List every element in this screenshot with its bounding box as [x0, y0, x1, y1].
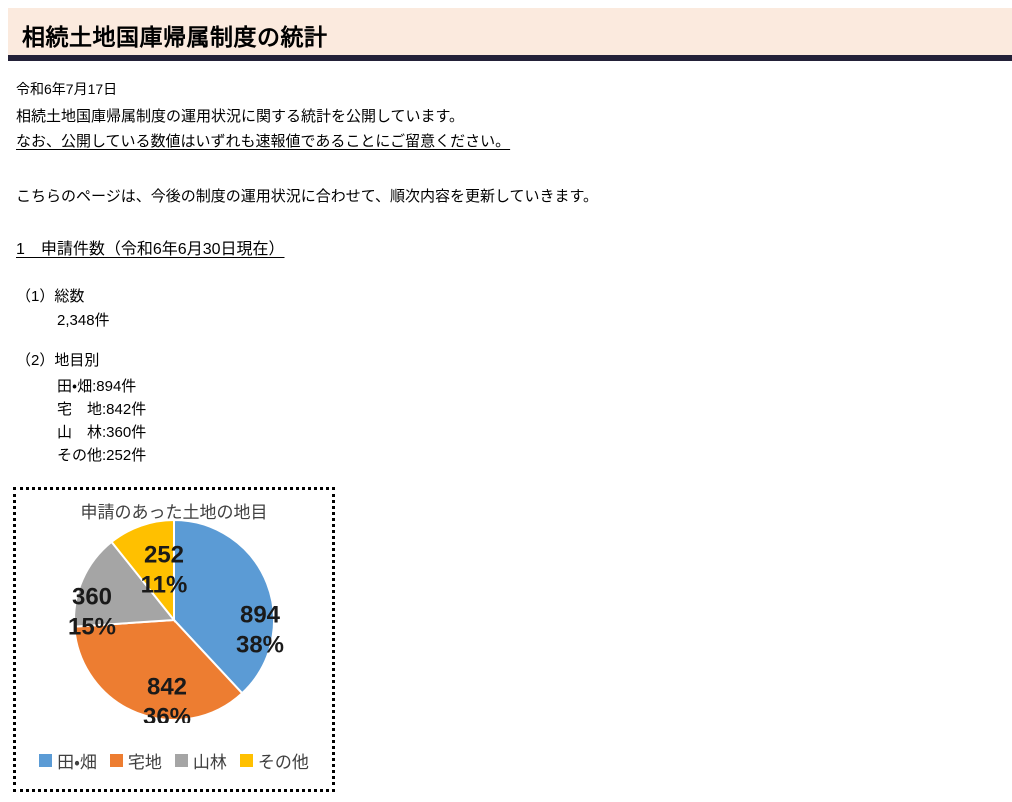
section-heading-applications: 1 申請件数（令和6年6月30日現在） [16, 241, 285, 258]
pie-slice [173, 518, 275, 695]
pie-slice-percent-label: 36% [143, 703, 191, 723]
legend-item[interactable]: その他 [239, 748, 309, 773]
subsection-bycategory-label: （2）地目別 [16, 352, 100, 369]
update-paragraph: こちらのページは、今後の制度の運用状況に合わせて、順次内容を更新していきます。 [16, 188, 599, 205]
legend-item[interactable]: 田・畑 [39, 748, 97, 773]
legend-item[interactable]: 宅地 [109, 748, 162, 773]
legend-item-label: その他 [257, 753, 309, 772]
page-title: 相続土地国庫帰属制度の統計 [22, 24, 328, 50]
pie-chart-plot-area: 894 38% 842 36% 360 15% 252 11% [16, 518, 332, 723]
subsection-total-value: 2,348件 [57, 312, 110, 329]
pie-slice-percent-label: 38% [236, 631, 284, 658]
legend-swatch-icon [109, 754, 123, 767]
pie-slice-labels-group: 894 38% 842 36% 360 15% 252 11% [68, 541, 284, 723]
pie-slice-value-label: 360 [72, 583, 112, 610]
pie-chart-container: 申請のあった土地の地目 894 38% 842 36% 360 15% 252 11% 田・畑… [13, 487, 335, 792]
pie-slice-percent-label: 15% [68, 613, 116, 640]
list-item: 宅 地:842件 [57, 401, 147, 418]
legend-swatch-icon [239, 754, 253, 767]
notice-paragraph: なお、公開している数値はいずれも速報値であることにご留意ください。 [16, 133, 511, 150]
pie-slice-value-label: 252 [144, 541, 184, 568]
subsection-total-label: （1）総数 [16, 288, 85, 305]
legend-item-label: 山林 [192, 753, 227, 772]
pie-slice-value-label: 894 [240, 601, 281, 628]
category-breakdown-list: 田・畑:894件 宅 地:842件 山 林:360件 その他:252件 [57, 375, 146, 467]
pie-slice [73, 618, 244, 721]
chart-legend: 田・畑 宅地 山林 その他 [16, 748, 332, 773]
legend-item-label: 宅地 [127, 753, 162, 772]
pie-slices-group [73, 518, 275, 721]
pie-slice [110, 518, 175, 623]
legend-swatch-icon [39, 754, 53, 767]
pie-slice-percent-label: 11% [141, 571, 188, 598]
legend-item-label: 田・畑 [57, 753, 97, 772]
pie-slice [73, 540, 176, 628]
pie-chart-svg: 894 38% 842 36% 360 15% 252 11% [68, 518, 284, 723]
intro-paragraph: 相続土地国庫帰属制度の運用状況に関する統計を公開しています。 [16, 108, 465, 125]
chart-title: 申請のあった土地の地目 [80, 503, 268, 522]
legend-swatch-icon [174, 754, 188, 767]
legend-item[interactable]: 山林 [174, 748, 227, 773]
list-item: その他:252件 [57, 447, 147, 464]
list-item: 山 林:360件 [57, 424, 147, 441]
page-header: 相続土地国庫帰属制度の統計 [8, 8, 1012, 61]
pie-slice-value-label: 842 [147, 673, 187, 700]
list-item: 田・畑:894件 [57, 378, 137, 395]
publish-date: 令和6年7月17日 [16, 81, 118, 97]
